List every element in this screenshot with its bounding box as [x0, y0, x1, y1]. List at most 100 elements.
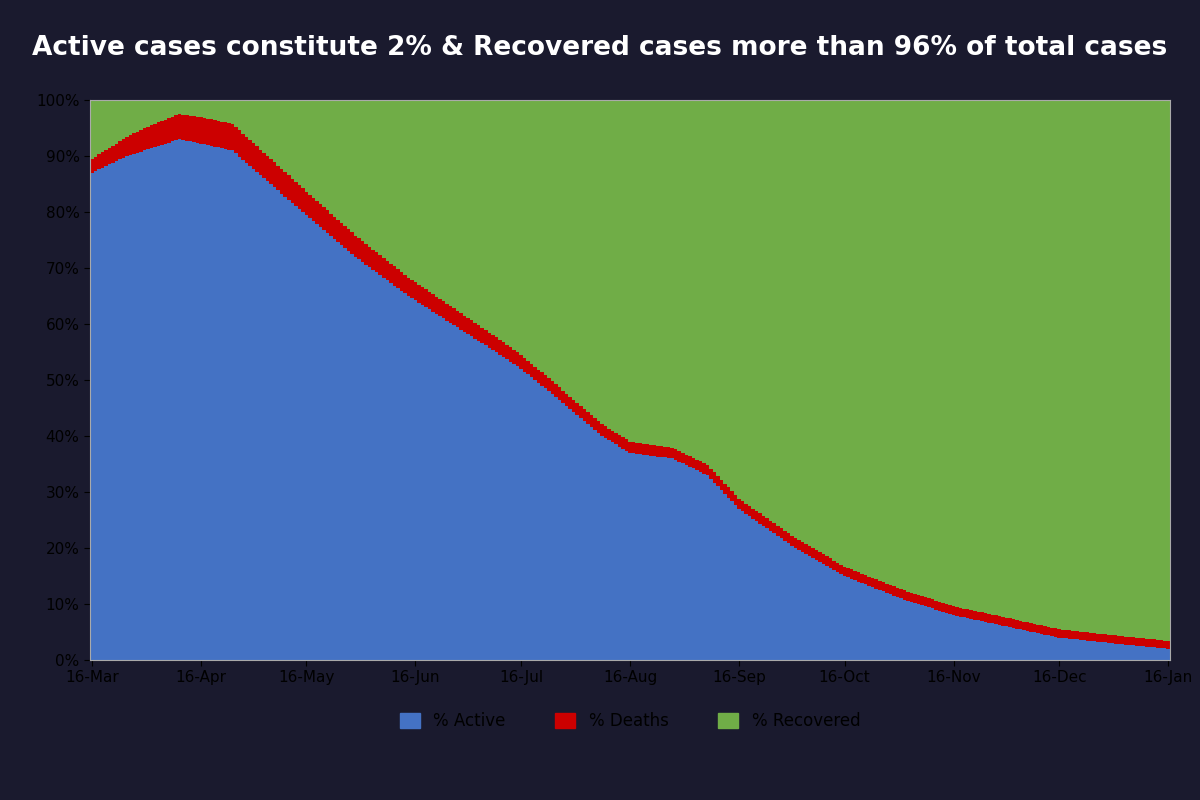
- Bar: [944, 604, 948, 613]
- Bar: [301, 189, 305, 212]
- Bar: [709, 469, 713, 479]
- Bar: [1046, 100, 1050, 627]
- Bar: [234, 154, 238, 660]
- Bar: [1064, 630, 1068, 638]
- Bar: [238, 157, 241, 660]
- Bar: [1015, 620, 1019, 629]
- Bar: [248, 100, 252, 140]
- Bar: [463, 332, 467, 660]
- Bar: [421, 305, 425, 660]
- Bar: [790, 536, 793, 546]
- Bar: [516, 352, 520, 366]
- Bar: [322, 207, 325, 230]
- Bar: [1040, 634, 1043, 660]
- Bar: [1090, 100, 1093, 633]
- Bar: [90, 100, 94, 158]
- Bar: [1128, 637, 1132, 645]
- Bar: [1037, 625, 1040, 633]
- Bar: [316, 201, 319, 224]
- Bar: [452, 325, 456, 660]
- Bar: [928, 598, 931, 607]
- Bar: [1099, 100, 1103, 634]
- Bar: [410, 100, 414, 280]
- Bar: [108, 148, 112, 164]
- Bar: [223, 149, 227, 660]
- Bar: [227, 100, 230, 123]
- Bar: [214, 100, 217, 120]
- Bar: [403, 100, 407, 274]
- Bar: [210, 100, 214, 119]
- Bar: [815, 100, 818, 550]
- Bar: [523, 100, 527, 358]
- Bar: [868, 586, 871, 660]
- Bar: [944, 613, 948, 660]
- Bar: [389, 283, 392, 660]
- Bar: [533, 380, 536, 660]
- Bar: [287, 200, 290, 660]
- Bar: [835, 562, 839, 572]
- Bar: [773, 100, 776, 523]
- Bar: [505, 359, 509, 660]
- Bar: [484, 330, 487, 346]
- Bar: [509, 362, 512, 660]
- Bar: [143, 150, 146, 660]
- Bar: [653, 445, 656, 456]
- Bar: [385, 261, 389, 280]
- Bar: [322, 230, 325, 660]
- Bar: [1040, 100, 1043, 626]
- Bar: [784, 530, 786, 541]
- Bar: [527, 374, 529, 660]
- Bar: [157, 100, 161, 122]
- Bar: [108, 164, 112, 660]
- Bar: [256, 146, 259, 172]
- Bar: [952, 615, 955, 660]
- Bar: [230, 124, 234, 150]
- Bar: [800, 542, 804, 552]
- Bar: [361, 100, 365, 241]
- Bar: [498, 354, 502, 660]
- Bar: [1159, 100, 1163, 640]
- Bar: [245, 162, 248, 660]
- Bar: [252, 143, 256, 169]
- Bar: [857, 582, 860, 660]
- Bar: [653, 456, 656, 660]
- Bar: [1124, 637, 1128, 645]
- Bar: [656, 446, 660, 457]
- Bar: [421, 100, 425, 287]
- Bar: [554, 385, 558, 397]
- Bar: [480, 327, 484, 343]
- Bar: [653, 100, 656, 445]
- Bar: [554, 100, 558, 385]
- Bar: [143, 128, 146, 150]
- Bar: [192, 142, 196, 660]
- Bar: [614, 100, 618, 433]
- Bar: [997, 625, 1001, 660]
- Bar: [223, 100, 227, 122]
- Bar: [308, 218, 312, 660]
- Bar: [438, 299, 442, 316]
- Bar: [607, 100, 611, 429]
- Bar: [618, 446, 622, 660]
- Bar: [425, 307, 427, 660]
- Bar: [104, 150, 108, 166]
- Bar: [259, 150, 263, 175]
- Bar: [431, 312, 434, 660]
- Bar: [784, 541, 786, 660]
- Bar: [857, 100, 860, 572]
- Bar: [452, 309, 456, 325]
- Bar: [558, 387, 562, 400]
- Bar: [667, 458, 671, 660]
- Bar: [1086, 641, 1090, 660]
- Bar: [569, 409, 572, 660]
- Bar: [786, 534, 790, 543]
- Bar: [347, 230, 350, 251]
- Bar: [476, 325, 480, 341]
- Bar: [294, 182, 298, 206]
- Bar: [706, 100, 709, 465]
- Bar: [178, 114, 181, 139]
- Bar: [917, 100, 920, 595]
- Bar: [1043, 100, 1046, 626]
- Bar: [1099, 634, 1103, 642]
- Bar: [505, 100, 509, 345]
- Bar: [272, 100, 276, 162]
